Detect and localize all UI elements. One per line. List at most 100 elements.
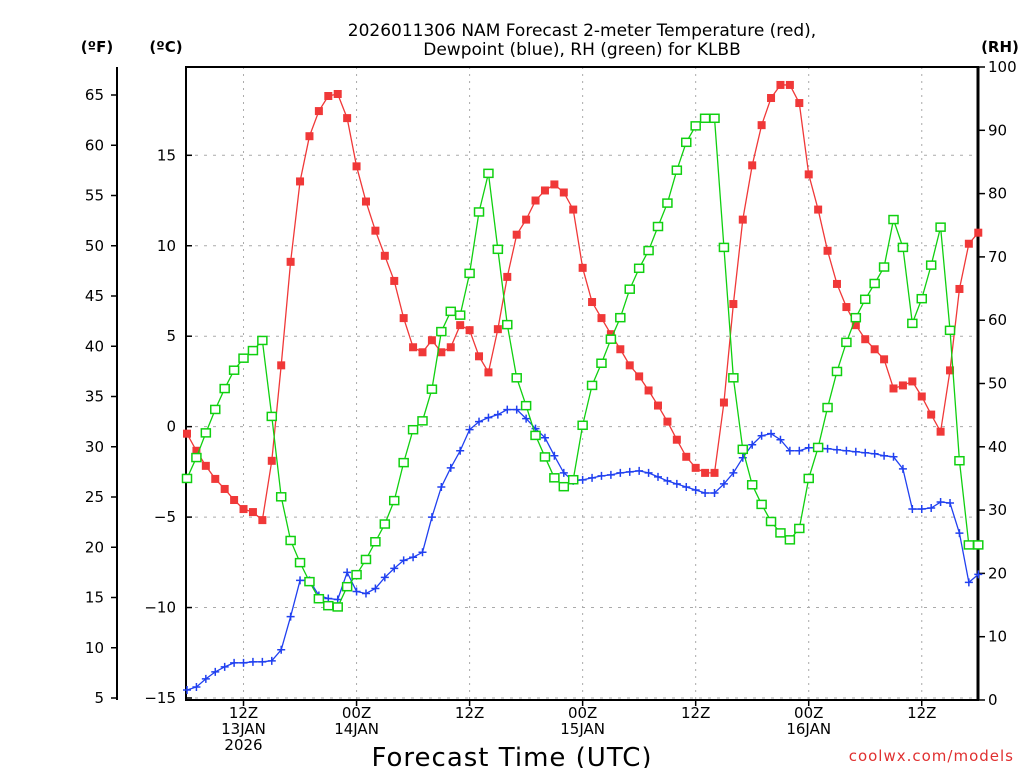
rh-tick-label: 20 bbox=[988, 564, 1007, 582]
dewpoint-point bbox=[625, 467, 634, 476]
rh-tick-label: 10 bbox=[988, 628, 1007, 646]
x-tick-label: 12Z bbox=[455, 704, 484, 722]
fahrenheit-tick-label: 65 bbox=[85, 86, 104, 104]
dewpoint-point bbox=[446, 463, 455, 472]
temperature-point bbox=[540, 186, 549, 195]
dewpoint-point bbox=[192, 682, 201, 691]
temperature-point bbox=[418, 348, 427, 357]
temperature-point bbox=[654, 401, 662, 410]
dewpoint-point bbox=[484, 413, 493, 422]
fahrenheit-tick-label: 15 bbox=[85, 589, 104, 607]
plot-frame bbox=[185, 66, 979, 701]
temperature-point bbox=[644, 386, 653, 395]
rh-point bbox=[426, 384, 438, 394]
dewpoint-point bbox=[465, 425, 474, 434]
temperature-point bbox=[946, 366, 955, 375]
rh-point bbox=[407, 424, 419, 435]
rh-point bbox=[662, 198, 673, 208]
celsius-tick-label: 10 bbox=[157, 237, 176, 255]
temperature-point bbox=[522, 215, 531, 224]
rh-point bbox=[388, 495, 400, 506]
fahrenheit-tick-label: 25 bbox=[85, 488, 104, 506]
temperature-point bbox=[550, 180, 559, 189]
dewpoint-point bbox=[437, 482, 446, 491]
dewpoint-point bbox=[644, 468, 653, 477]
dewpoint-point bbox=[917, 505, 926, 514]
dewpoint-point bbox=[804, 443, 813, 452]
temperature-point bbox=[569, 205, 578, 214]
temperature-point bbox=[804, 170, 813, 179]
rh-point bbox=[360, 554, 372, 565]
temperature-point bbox=[588, 298, 597, 307]
temperature-point bbox=[183, 429, 191, 438]
series-dewpoint bbox=[183, 405, 983, 694]
dewpoint-point bbox=[578, 475, 587, 484]
temperature-point bbox=[230, 496, 239, 505]
celsius-tick-label: −10 bbox=[144, 599, 176, 617]
dewpoint-point bbox=[606, 470, 615, 479]
rh-point bbox=[784, 535, 796, 545]
rh-point bbox=[624, 284, 635, 294]
temperature-point bbox=[352, 162, 361, 171]
rh-tick-label: 90 bbox=[988, 121, 1007, 139]
temperature-point bbox=[955, 284, 964, 293]
rh-point bbox=[247, 345, 259, 356]
temperature-point bbox=[343, 114, 352, 123]
temperature-point bbox=[390, 276, 399, 285]
rh-point bbox=[294, 557, 306, 568]
rh-point bbox=[944, 325, 956, 336]
temperature-point bbox=[220, 484, 229, 493]
rh-point bbox=[313, 593, 325, 604]
dewpoint-point bbox=[748, 440, 757, 449]
rh-point bbox=[850, 312, 862, 323]
temperature-point bbox=[832, 279, 841, 288]
series-temperature bbox=[183, 80, 983, 525]
rh-point bbox=[417, 416, 428, 426]
rh-point bbox=[304, 576, 315, 587]
temperature-point bbox=[437, 348, 446, 357]
rh-point bbox=[558, 481, 570, 492]
rh-point bbox=[238, 353, 249, 363]
temperature-point bbox=[371, 226, 380, 235]
x-tick-label: 00Z bbox=[568, 704, 597, 722]
dewpoint-point bbox=[898, 464, 907, 473]
rh-point bbox=[351, 569, 362, 580]
fahrenheit-tick-label: 50 bbox=[85, 237, 104, 255]
celsius-axis-unit: (ºC) bbox=[149, 38, 182, 56]
rh-point bbox=[473, 207, 485, 217]
dewpoint-point bbox=[832, 445, 841, 454]
rh-point bbox=[454, 310, 466, 320]
chart-title-line-2: Dewpoint (blue), RH (green) for KLBB bbox=[423, 40, 741, 60]
dewpoint-point bbox=[201, 674, 210, 683]
dewpoint-point bbox=[767, 429, 776, 438]
x-tick-label: 15JAN bbox=[560, 720, 605, 738]
dewpoint-point bbox=[964, 578, 973, 587]
temperature-point bbox=[710, 468, 719, 477]
rh-point bbox=[379, 519, 391, 529]
x-tick-label: 00Z bbox=[794, 704, 823, 722]
temperature-line bbox=[186, 84, 979, 522]
rh-tick-label: 50 bbox=[988, 375, 1007, 393]
x-tick-label: 13JAN bbox=[221, 720, 266, 738]
rh-point bbox=[191, 452, 202, 463]
rh-point bbox=[586, 380, 598, 391]
temperature-point bbox=[663, 417, 672, 426]
temperature-point bbox=[795, 99, 804, 108]
temperature-point bbox=[277, 361, 286, 370]
rh-point bbox=[859, 294, 871, 305]
dewpoint-point bbox=[183, 685, 191, 694]
dewpoint-point bbox=[559, 468, 568, 477]
dewpoint-point bbox=[493, 410, 502, 419]
dewpoint-point bbox=[296, 576, 305, 585]
dewpoint-point bbox=[211, 667, 220, 676]
rh-axis-unit: (RH) bbox=[981, 38, 1019, 56]
dewpoint-point bbox=[475, 417, 484, 426]
rh-tick-label: 60 bbox=[988, 311, 1007, 329]
rh-point bbox=[643, 245, 654, 256]
dewpoint-point bbox=[616, 468, 625, 477]
rh-point bbox=[831, 366, 843, 377]
dewpoint-point bbox=[710, 488, 719, 497]
temperature-point bbox=[898, 381, 907, 390]
rh-point bbox=[596, 358, 607, 368]
temperature-point bbox=[258, 516, 267, 525]
